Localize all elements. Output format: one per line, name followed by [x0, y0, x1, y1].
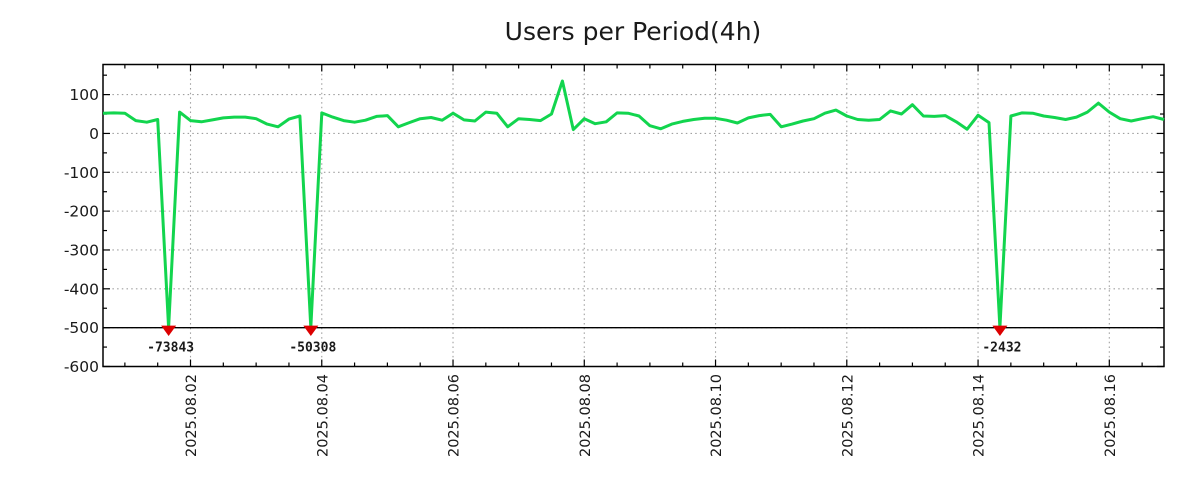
- spike-annotation: -73843: [147, 341, 194, 356]
- tick-labels: 100 0 -100 -200 -300 -400 -500 -600 2025.08.02 20…: [64, 86, 1119, 457]
- x-tick-label-group: 2025.08.16: [1103, 374, 1119, 457]
- x-tick-label-group: 2025.08.06: [447, 374, 463, 457]
- spike-annotations: -73843 -50308 -2432: [147, 341, 1021, 356]
- axis-layer: [102, 63, 1165, 368]
- x-tick-label: 2025.08.06: [447, 374, 463, 457]
- x-tick-label-group: 2025.08.14: [972, 374, 988, 457]
- spike-annotation: -50308: [289, 341, 336, 356]
- y-tick-label: 100: [69, 86, 99, 104]
- y-tick-label: -100: [64, 164, 99, 182]
- x-tick-label: 2025.08.16: [1103, 374, 1119, 457]
- y-tick-label: 0: [89, 125, 99, 143]
- spike-annotation: -2432: [982, 341, 1021, 356]
- spike-marker-icon: [303, 325, 319, 336]
- x-tick-label-group: 2025.08.04: [315, 374, 331, 457]
- x-tick-label-group: 2025.08.08: [578, 374, 594, 457]
- x-tick-label-group: 2025.08.02: [184, 374, 200, 457]
- spike-markers: [161, 325, 1008, 336]
- x-tick-label-group: 2025.08.12: [840, 374, 856, 457]
- x-tick-label: 2025.08.08: [578, 374, 594, 457]
- plot-border: [102, 63, 1165, 368]
- x-tick-label: 2025.08.02: [184, 374, 200, 457]
- y-tick-label: -500: [64, 319, 99, 337]
- y-tick-label: -200: [64, 203, 99, 221]
- x-tick-label-group: 2025.08.10: [709, 374, 725, 457]
- x-tick-label: 2025.08.12: [840, 374, 856, 457]
- y-tick-label: -600: [64, 358, 99, 376]
- spike-marker-icon: [992, 325, 1008, 336]
- x-tick-label: 2025.08.04: [315, 374, 331, 457]
- series-line: [102, 79, 1165, 330]
- series-path: [102, 79, 1165, 330]
- x-tick-label: 2025.08.14: [972, 374, 988, 457]
- y-tick-label: -300: [64, 241, 99, 259]
- chart-title: Users per Period(4h): [505, 17, 762, 46]
- spike-marker-icon: [161, 325, 177, 336]
- x-tick-label: 2025.08.10: [709, 374, 725, 457]
- y-tick-label: -400: [64, 280, 99, 298]
